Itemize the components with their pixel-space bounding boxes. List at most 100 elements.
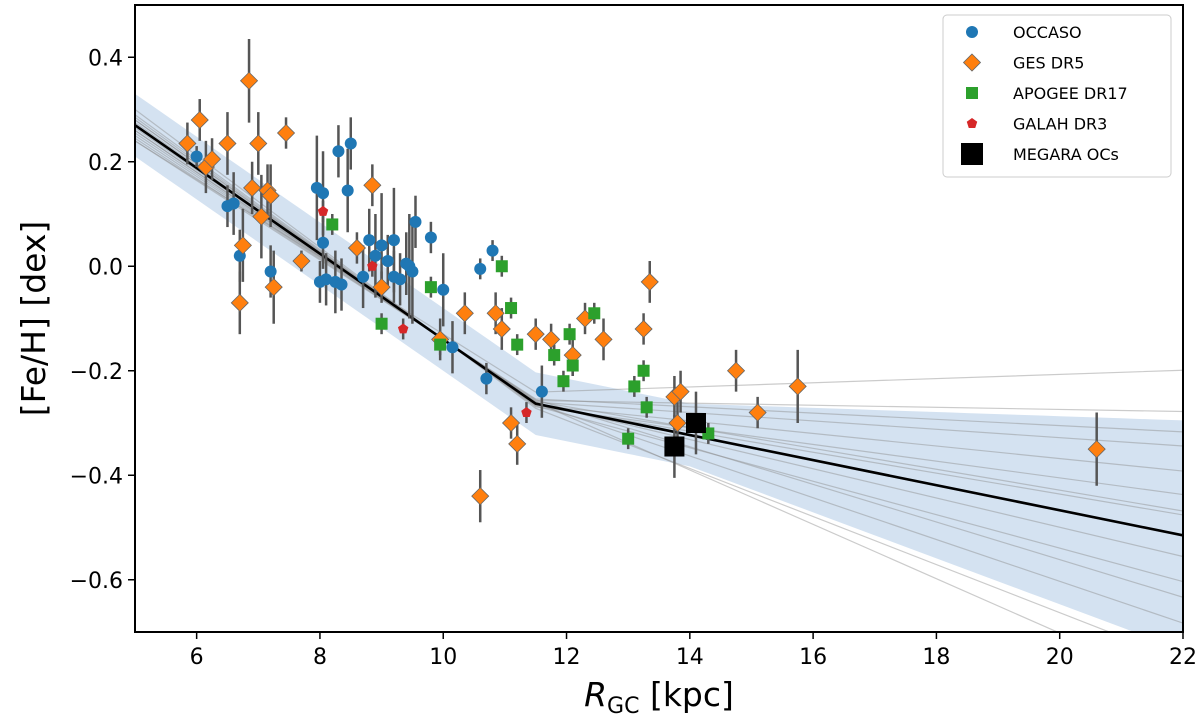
x-axis-label: RGC [kpc]: [584, 675, 734, 719]
data-point-ges: [668, 413, 687, 433]
data-point-ges: [264, 278, 283, 297]
data-point-ges: [363, 176, 382, 195]
data-point-ges: [239, 71, 259, 90]
data-point-megara: [961, 143, 983, 165]
data-point-ges: [594, 330, 613, 349]
y-tick-label: 0.4: [88, 46, 123, 71]
data-point-occaso: [363, 234, 376, 247]
x-tick-label: 8: [313, 645, 327, 670]
legend-label: GALAH DR3: [1013, 115, 1107, 134]
data-point-apogee: [557, 375, 570, 388]
x-tick-label: 22: [1169, 645, 1197, 670]
data-point-apogee: [588, 307, 601, 320]
data-point-ges: [243, 178, 262, 197]
data-point-apogee: [375, 317, 388, 330]
data-point-ges: [455, 304, 474, 323]
data-point-galah: [317, 205, 329, 216]
data-point-apogee: [548, 349, 561, 362]
fit-background-layer: [135, 93, 1183, 632]
data-point-megara: [685, 413, 706, 433]
legend-label: OCCASO: [1013, 23, 1082, 42]
data-point-occaso: [190, 150, 203, 163]
data-point-occaso: [394, 273, 407, 286]
data-point-occaso: [409, 215, 422, 228]
data-point-occaso: [357, 270, 370, 283]
data-point-ges: [542, 330, 561, 349]
legend: OCCASO GES DR5 APOGEE DR17 GALAH DR3 MEGARA …: [942, 14, 1172, 178]
data-point-ges: [962, 53, 982, 72]
data-point-occaso: [480, 372, 493, 385]
y-tick-label: 0.2: [88, 151, 123, 176]
data-point-megara: [664, 436, 685, 457]
data-point-ges: [230, 293, 249, 312]
legend-label: APOGEE DR17: [1013, 84, 1128, 103]
fit-sample-line: [135, 135, 1183, 413]
data-point-occaso: [369, 249, 382, 262]
legend-box: [942, 14, 1172, 178]
data-point-occaso: [320, 273, 333, 286]
data-point-occaso: [227, 197, 240, 210]
data-point-ges: [634, 319, 653, 339]
x-tick-label: 14: [676, 645, 704, 670]
data-point-ges: [526, 325, 545, 344]
data-point-occaso: [486, 244, 499, 257]
data-point-ges: [501, 413, 521, 433]
data-point-occaso: [335, 278, 348, 291]
data-point-occaso: [446, 341, 459, 354]
data-point-ges: [249, 134, 268, 153]
fit-sample-line: [135, 140, 1183, 433]
data-point-ges: [471, 487, 490, 506]
data-point-occaso: [381, 255, 394, 268]
data-point-occaso: [474, 262, 487, 275]
data-point-ges: [640, 272, 659, 291]
data-point-apogee: [495, 260, 508, 273]
data-point-ges: [218, 134, 237, 153]
data-point-apogee: [424, 281, 437, 294]
y-tick-label: 0.0: [88, 255, 123, 280]
fit-sample-line: [135, 132, 1183, 512]
x-axis-label-main: R: [584, 675, 607, 714]
data-point-apogee: [505, 302, 518, 315]
data-point-apogee: [628, 380, 641, 393]
fit-confidence-band: [135, 93, 1183, 632]
legend-label: GES DR5: [1013, 54, 1084, 73]
data-point-occaso: [332, 145, 345, 158]
x-axis-label-subscript: GC: [607, 694, 639, 719]
data-point-ges: [1087, 440, 1106, 459]
data-point-ges: [508, 434, 527, 453]
y-tick-label: −0.6: [70, 569, 123, 594]
data-point-ges: [788, 377, 807, 396]
data-point-ges: [252, 207, 271, 226]
data-point-ges: [347, 238, 366, 258]
data-point-galah: [367, 260, 378, 271]
data-point-ges: [190, 110, 209, 130]
data-point-occaso: [424, 231, 437, 244]
data-point-ges: [292, 251, 311, 271]
data-point-ges: [178, 134, 197, 153]
data-point-occaso: [341, 184, 354, 197]
data-point-galah: [966, 118, 978, 128]
data-point-apogee: [640, 401, 653, 414]
x-tick-label: 18: [922, 645, 950, 670]
data-point-ges: [233, 236, 252, 255]
x-tick-label: 12: [553, 645, 581, 670]
data-point-apogee: [434, 338, 447, 351]
x-tick-label: 20: [1046, 645, 1074, 670]
data-point-apogee: [326, 218, 339, 231]
x-tick-label: 10: [429, 645, 457, 670]
fit-sample-line: [135, 140, 1183, 393]
data-point-galah: [521, 407, 532, 417]
data-point-galah: [397, 323, 409, 334]
data-point-apogee: [966, 87, 978, 99]
data-point-apogee: [563, 328, 576, 341]
data-point-apogee: [566, 359, 579, 372]
data-point-occaso: [317, 236, 330, 249]
x-tick-label: 16: [799, 645, 827, 670]
data-point-ges: [261, 186, 280, 205]
data-point-occaso: [966, 26, 978, 38]
data-point-ges: [492, 319, 511, 339]
data-point-occaso: [317, 187, 330, 200]
data-point-ges: [748, 403, 767, 422]
data-point-ges: [486, 304, 505, 323]
